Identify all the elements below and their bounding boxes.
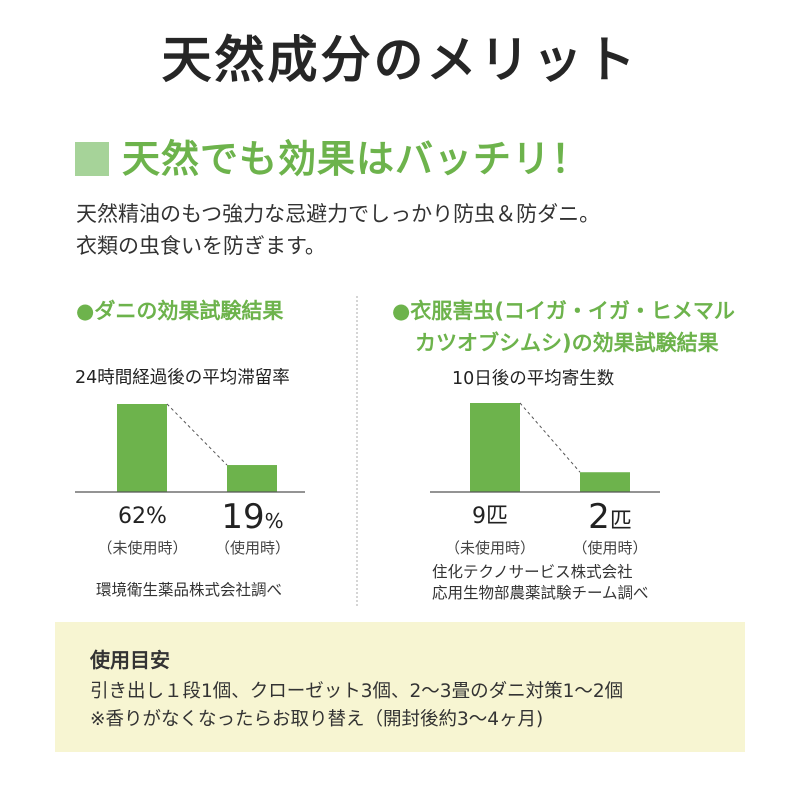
usage-heading: 使用目安 xyxy=(90,648,170,672)
dani-bar-treated xyxy=(227,465,277,492)
dani-test-heading: ●ダニの効果試験結果 xyxy=(76,299,284,323)
clothes-trend-connector xyxy=(519,402,581,473)
dani-bar-chart xyxy=(75,403,305,493)
clothes-bar-treated xyxy=(580,472,630,492)
clothes-source-line-1: 住化テクノサービス株式会社 xyxy=(432,563,633,581)
clothes-test-heading-line-1: ●衣服害虫(コイガ・イガ・ヒメマル xyxy=(392,299,735,323)
clothes-test-heading-line-2: カツオブシムシ)の効果試験結果 xyxy=(415,331,719,355)
usage-box xyxy=(55,622,745,752)
dani-value-treated: 19% xyxy=(221,497,284,537)
usage-line-1: 引き出し１段1個、クローゼット3個、2～3畳のダニ対策1～2個 xyxy=(90,681,624,702)
subtitle: 天然でも効果はバッチリ！ xyxy=(122,137,591,181)
section-divider xyxy=(356,296,358,606)
clothes-chart-title: 10日後の平均寄生数 xyxy=(452,369,615,389)
clothes-caption-treated: （使用時） xyxy=(572,539,648,557)
usage-line-2: ※香りがなくなったらお取り替え（開封後約3～4ヶ月) xyxy=(90,709,544,730)
clothes-bar-untreated xyxy=(470,403,520,492)
intro-line-1: 天然精油のもつ強力な忌避力でしっかり防虫＆防ダニ。 xyxy=(76,202,601,226)
clothes-caption-untreated: （未使用時） xyxy=(444,539,535,557)
dani-value-untreated: 62% xyxy=(118,504,167,529)
dani-chart-title: 24時間経過後の平均滞留率 xyxy=(75,368,290,388)
page-title: 天然成分のメリット xyxy=(161,31,639,89)
heading-square-icon xyxy=(75,142,109,176)
dani-caption-untreated: （未使用時） xyxy=(97,539,188,557)
clothes-value-untreated: 9匹 xyxy=(472,504,508,529)
dani-caption-treated: （使用時） xyxy=(214,539,290,557)
dani-bar-untreated xyxy=(117,404,167,492)
dani-trend-connector xyxy=(166,403,228,466)
clothes-value-treated: 2匹 xyxy=(588,497,632,537)
clothes-source-line-2: 応用生物部農薬試験チーム調べ xyxy=(432,584,649,602)
dani-source: 環境衛生薬品株式会社調べ xyxy=(96,581,283,599)
clothes-bar-chart xyxy=(430,402,660,493)
intro-line-2: 衣類の虫食いを防ぎます。 xyxy=(76,234,326,258)
